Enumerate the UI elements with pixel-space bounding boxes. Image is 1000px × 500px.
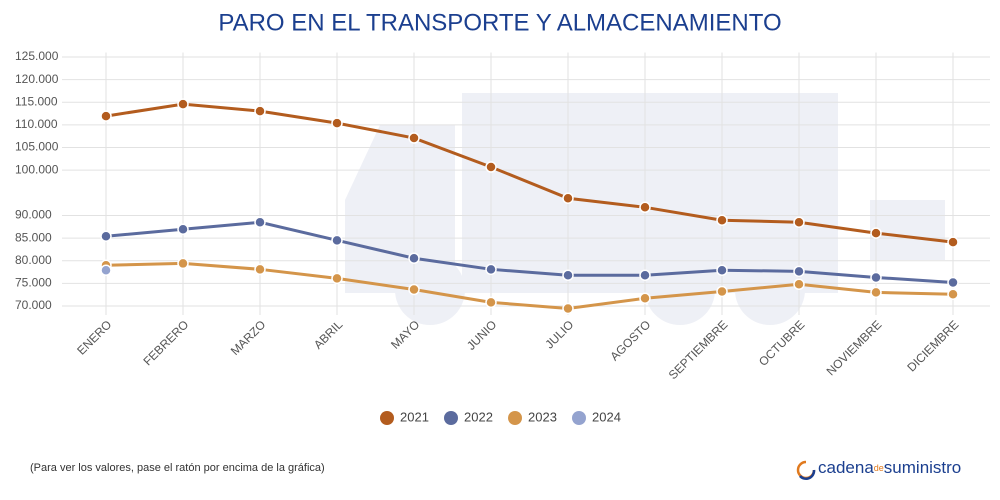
legend-marker (444, 411, 458, 425)
point (793, 216, 805, 228)
point (793, 265, 805, 278)
point (100, 110, 112, 122)
logo-part: de (874, 463, 884, 473)
point (408, 132, 420, 144)
y-tick-label: 110.000 (15, 117, 58, 131)
point (331, 272, 343, 285)
logo-icon (799, 469, 816, 480)
x-tick-label: AGOSTO (607, 318, 653, 364)
point (562, 269, 574, 281)
y-tick-label: 120.000 (15, 72, 59, 86)
point (331, 117, 343, 129)
legend: 2021 2022 2023 2024 (380, 409, 621, 425)
point (100, 230, 112, 243)
x-tick-label: NOVIEMBRE (824, 318, 885, 379)
legend-marker (572, 411, 586, 425)
logo-part: suministro (884, 458, 961, 477)
point (870, 286, 882, 299)
point (177, 223, 189, 236)
series-line (105, 220, 954, 284)
x-tick-label: JUNIO (464, 318, 499, 353)
x-tick-label: DICIEMBRE (904, 318, 961, 375)
point (947, 276, 959, 289)
x-tick-label: SEPTIEMBRE (666, 318, 731, 383)
y-tick-label: 105.000 (15, 140, 59, 154)
logo: cadenadesuministro (796, 458, 961, 480)
y-tick-label: 125.000 (15, 49, 59, 63)
point (639, 201, 651, 214)
point (716, 264, 728, 276)
point (331, 234, 343, 247)
y-tick-label: 75.000 (15, 276, 52, 290)
logo-part: cadena (818, 458, 874, 477)
legend-marker (380, 411, 394, 425)
point (408, 252, 420, 264)
legend-marker (508, 411, 522, 425)
point (793, 278, 805, 291)
y-tick-label: 90.000 (15, 208, 52, 222)
y-tick-label: 80.000 (15, 253, 52, 267)
y-tick-label: 115.000 (15, 94, 58, 108)
point (562, 302, 574, 315)
x-tick-label: ABRIL (311, 317, 346, 352)
point (716, 285, 728, 298)
point (177, 98, 189, 110)
point (716, 214, 728, 226)
point (254, 263, 266, 276)
x-tick-label: OCTUBRE (756, 318, 807, 369)
chart-title: PARO EN EL TRANSPORTE Y ALMACENAMIENTO (218, 9, 781, 36)
point (562, 192, 574, 204)
point (639, 269, 651, 281)
point (870, 227, 882, 239)
y-tick-label: 100.000 (15, 162, 59, 176)
y-tick-label: 85.000 (15, 230, 52, 244)
point (639, 292, 651, 305)
series-line (105, 261, 954, 310)
point (870, 271, 882, 284)
point (177, 257, 189, 270)
point (485, 296, 497, 309)
point (485, 263, 497, 276)
point (947, 288, 959, 300)
point (100, 264, 112, 276)
legend-label: 2021 (400, 409, 429, 424)
point (254, 216, 266, 228)
x-tick-label: FEBRERO (140, 318, 191, 369)
y-tick-label: 70.000 (15, 298, 52, 312)
point (408, 283, 420, 296)
series-line (105, 102, 954, 244)
point (485, 161, 497, 173)
point (254, 105, 266, 117)
legend-label: 2024 (592, 409, 621, 424)
x-tick-label: MAYO (388, 318, 422, 352)
legend-label: 2023 (528, 409, 557, 424)
x-tick-label: ENERO (74, 318, 114, 358)
x-tick-label: JULIO (542, 318, 576, 352)
point (947, 236, 959, 248)
x-tick-label: MARZO (228, 318, 269, 359)
background-truck (345, 93, 945, 325)
legend-label: 2022 (464, 409, 493, 424)
footer-note: (Para ver los valores, pase el ratón por… (30, 462, 325, 474)
logo-text: cadenadesuministro (818, 458, 961, 477)
